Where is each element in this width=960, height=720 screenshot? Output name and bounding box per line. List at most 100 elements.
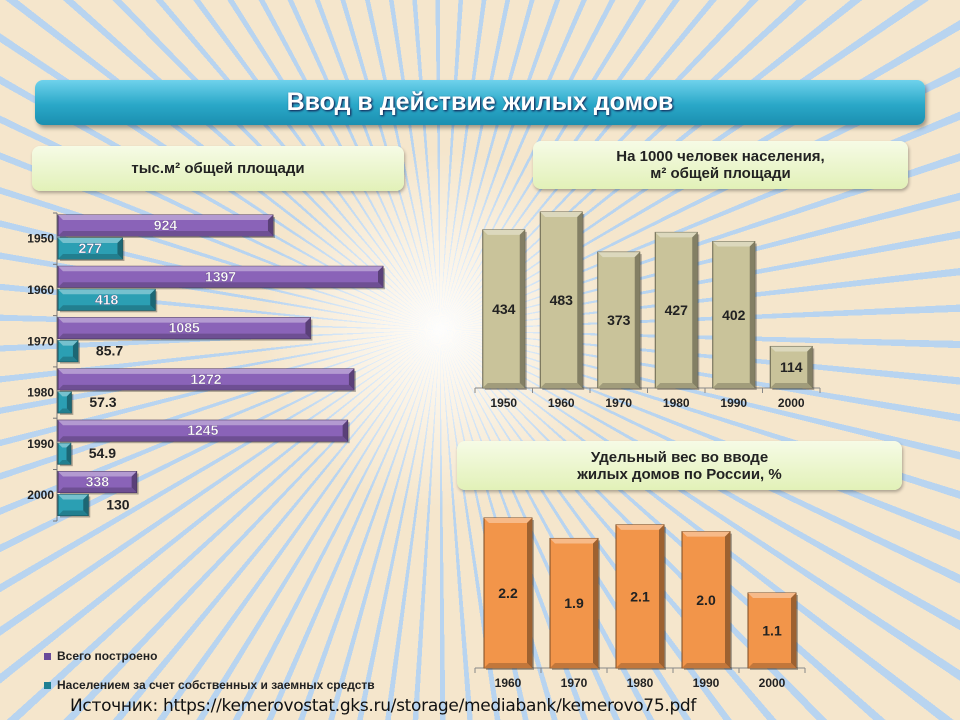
bar-total-bevel-bottom bbox=[58, 384, 354, 390]
bar-data-label: 277 bbox=[79, 240, 103, 256]
bar-population-bevel-right bbox=[66, 391, 72, 413]
chart3-bar-bevel-right bbox=[527, 518, 532, 668]
chart2-bar-bevel-right bbox=[807, 346, 813, 388]
bar-data-label: 1085 bbox=[169, 320, 200, 336]
chart2-bar-bevel-right bbox=[577, 212, 583, 388]
bar-population-bevel-bottom bbox=[58, 356, 78, 362]
legend-label-total: Всего построено bbox=[57, 649, 158, 663]
legend-label-population: Населением за счет собственных и заемных… bbox=[57, 678, 375, 692]
chart2-bar-bevel-bottom bbox=[655, 383, 698, 388]
chart2-bar bbox=[769, 345, 813, 389]
chart2-bar-bevel-right bbox=[634, 252, 640, 388]
chart2-bar-bevel-bottom bbox=[770, 383, 813, 388]
bar-population-bevel-top bbox=[58, 391, 72, 397]
bar-total-bevel-bottom bbox=[58, 282, 383, 288]
chart3-data-label: 2.1 bbox=[630, 588, 650, 604]
chart1-category-label: 1960 bbox=[27, 283, 54, 297]
chart3-bar bbox=[747, 592, 797, 669]
chart3-title-line1: Удельный вес во вводе bbox=[590, 448, 769, 466]
bar-data-label: 130 bbox=[106, 497, 130, 513]
chart2-title-line1: На 1000 человек населения, bbox=[616, 148, 825, 165]
chart3-bar-bevel-right bbox=[593, 538, 598, 668]
chart2-bar-bevel-top bbox=[540, 212, 583, 217]
chart1-title: тыс.м² общей площади bbox=[32, 146, 404, 191]
legend-swatch-total bbox=[44, 652, 51, 660]
bar-total-bevel-bottom bbox=[58, 436, 348, 442]
chart2-bar bbox=[539, 211, 583, 389]
chart2-category-label: 1990 bbox=[720, 396, 747, 410]
bar-total-bevel-top bbox=[58, 471, 137, 477]
chart3-bar bbox=[549, 537, 599, 669]
bar-total-bevel-right bbox=[267, 215, 273, 236]
bar-total-bevel-right bbox=[342, 420, 348, 442]
bar-data-label: 57.3 bbox=[89, 394, 116, 410]
bar-total-bevel-top bbox=[58, 317, 311, 323]
chart3-data-label: 2.2 bbox=[498, 585, 518, 601]
bar-population-bevel-bottom bbox=[58, 510, 89, 516]
chart2-bar bbox=[712, 241, 756, 389]
chart2-bar-bevel-bottom bbox=[712, 383, 755, 388]
chart2-category-label: 1960 bbox=[548, 396, 575, 410]
chart3-bar-bevel-right bbox=[659, 524, 664, 668]
bar-total-bevel-bottom bbox=[58, 333, 311, 339]
chart2-data-label: 373 bbox=[607, 312, 631, 328]
chart1-category-label: 1990 bbox=[27, 437, 54, 451]
bar-total-bevel-right bbox=[378, 266, 383, 288]
chart2-data-label: 402 bbox=[722, 307, 746, 323]
bar-data-label: 418 bbox=[95, 291, 119, 307]
bar-total-bevel-bottom bbox=[58, 231, 273, 236]
chart2-data-label: 434 bbox=[492, 301, 516, 317]
bar-population-bevel-top bbox=[58, 340, 78, 346]
chart3-bar-bevel-top bbox=[616, 524, 664, 530]
chart3-category-label: 1980 bbox=[627, 676, 654, 690]
chart1-category-label: 2000 bbox=[27, 488, 54, 502]
chart3-bar-bevel-bottom bbox=[682, 663, 730, 668]
bar-total-bevel-top bbox=[58, 266, 383, 272]
bar-total-bevel-right bbox=[348, 368, 354, 390]
chart2-title: На 1000 человек населения, м² общей площ… bbox=[533, 141, 908, 189]
chart2-category-label: 1950 bbox=[490, 396, 517, 410]
bar-population-bevel-bottom bbox=[58, 408, 72, 413]
chart2-category-label: 1970 bbox=[605, 396, 632, 410]
chart2-bar-bevel-right bbox=[519, 229, 525, 388]
bar-population-bevel-right bbox=[117, 238, 123, 259]
chart2-bar bbox=[482, 229, 526, 389]
chart2-data-label: 427 bbox=[665, 302, 689, 318]
chart2-bar-bevel-bottom bbox=[540, 383, 583, 388]
source-note: Источник: https://kemerovostat.gks.ru/st… bbox=[70, 696, 697, 716]
chart3-bar-bevel-right bbox=[725, 531, 730, 668]
bar-data-label: 1397 bbox=[205, 268, 236, 284]
chart3-data-label: 1.1 bbox=[762, 623, 782, 639]
chart1-category-label: 1970 bbox=[27, 334, 54, 348]
bar-population-bevel-bottom bbox=[58, 305, 156, 311]
chart3-bar-bevel-top bbox=[748, 593, 796, 598]
chart2-bar-bevel-top bbox=[770, 346, 813, 352]
chart3-title: Удельный вес во вводе жилых домов по Рос… bbox=[457, 441, 902, 490]
chart3-bar-bevel-right bbox=[791, 593, 796, 668]
chart3-bar-bevel-top bbox=[682, 531, 730, 537]
bar-population-bevel-right bbox=[66, 443, 71, 465]
chart3-bar-bevel-bottom bbox=[616, 663, 664, 668]
bar-total-bevel-top bbox=[58, 420, 348, 426]
chart1-category-label: 1980 bbox=[27, 386, 54, 400]
slide-title: Ввод в действие жилых домов bbox=[35, 80, 925, 125]
bar-total-bevel-right bbox=[131, 471, 137, 493]
chart3-bar-bevel-bottom bbox=[484, 663, 532, 668]
bar-population-bevel-top bbox=[58, 494, 89, 500]
chart3-bar-bevel-bottom bbox=[748, 663, 796, 668]
chart3-bar-bevel-top bbox=[550, 538, 598, 544]
chart2-bar-bevel-top bbox=[655, 232, 698, 238]
bar-population-bevel-top bbox=[58, 289, 156, 295]
bar-data-label: 1245 bbox=[187, 422, 218, 438]
chart3-data-label: 2.0 bbox=[696, 592, 716, 608]
chart3-bar bbox=[483, 517, 533, 669]
chart2-bar-bevel-right bbox=[749, 241, 755, 388]
chart1-title-text: тыс.м² общей площади bbox=[131, 160, 305, 177]
bar-data-label: 1272 bbox=[190, 371, 221, 387]
bar-population-bevel-right bbox=[72, 340, 78, 362]
chart2-bar-bevel-bottom bbox=[597, 383, 640, 388]
bar-population-bevel-right bbox=[83, 494, 89, 516]
chart2-bar-bevel-top bbox=[482, 229, 525, 235]
bar-population-bevel-bottom bbox=[58, 459, 71, 465]
